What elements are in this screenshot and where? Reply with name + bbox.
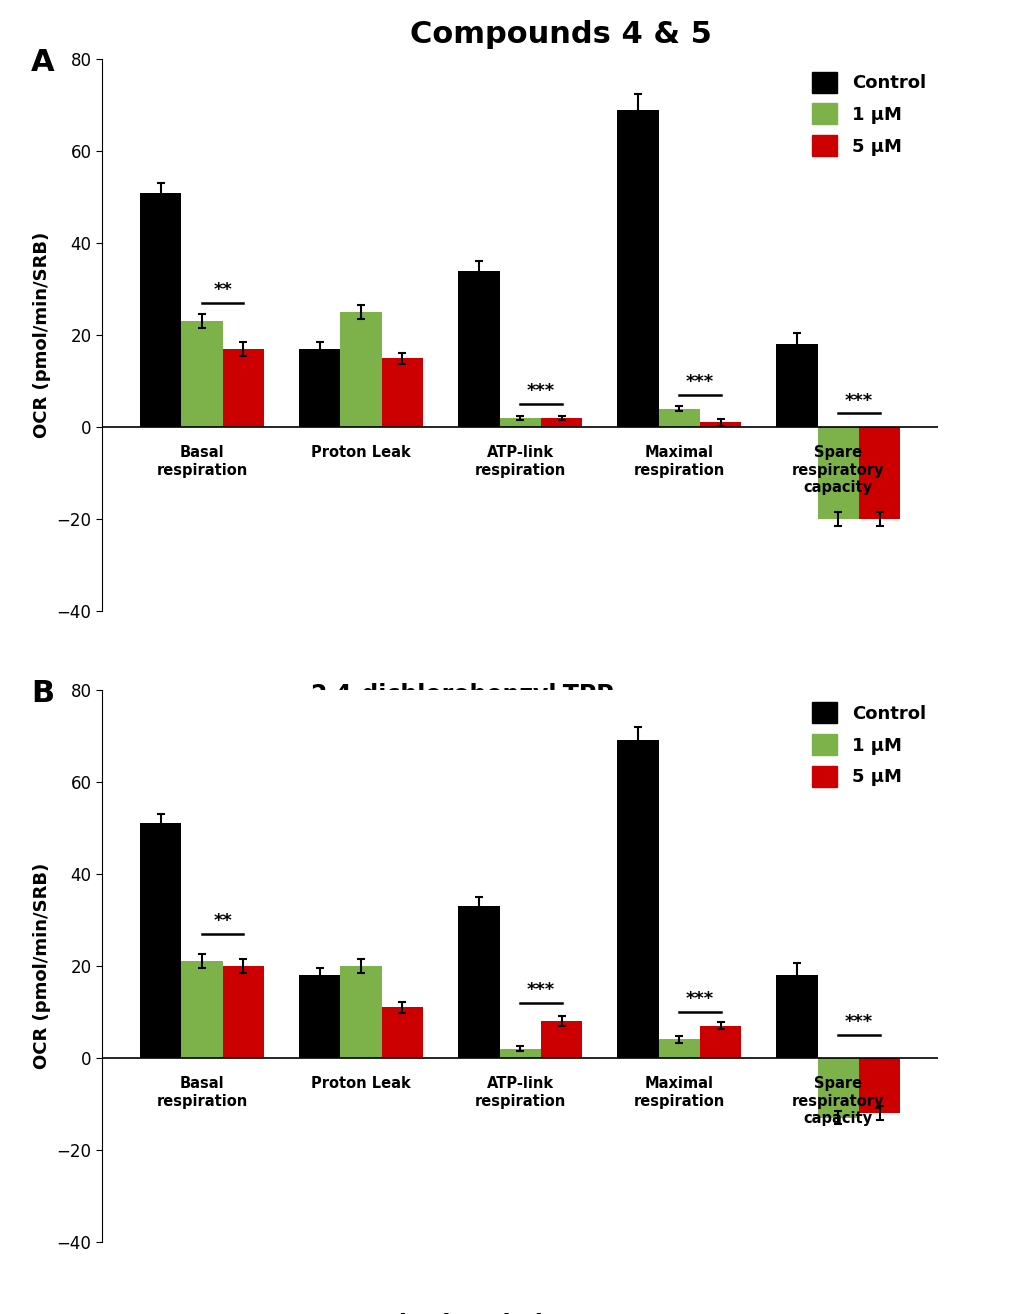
Bar [858, 427, 900, 519]
Bar [858, 1058, 900, 1113]
Bar [616, 109, 658, 427]
Text: Basal
respiration: Basal respiration [156, 1076, 248, 1109]
Text: **: ** [213, 912, 232, 930]
Bar [340, 966, 381, 1058]
Bar [499, 418, 540, 427]
Y-axis label: OCR (pmol/min/SRB): OCR (pmol/min/SRB) [33, 233, 51, 438]
Bar [140, 193, 181, 427]
Bar [540, 1021, 582, 1058]
Text: ATP-link
respiration: ATP-link respiration [474, 445, 566, 478]
Bar [222, 348, 264, 427]
Bar [775, 344, 817, 427]
Bar [140, 823, 181, 1058]
Text: Basal
respiration: Basal respiration [156, 445, 248, 478]
Text: ***: *** [844, 392, 872, 410]
Text: 2,4-dichlorobenzyl-TPP: 2,4-dichlorobenzyl-TPP [310, 683, 612, 707]
Text: ***: *** [685, 991, 713, 1008]
Bar [458, 271, 499, 427]
Bar [699, 423, 741, 427]
Bar [181, 321, 222, 427]
Bar [458, 907, 499, 1058]
Text: Spare
respiratory
capacity: Spare respiratory capacity [792, 445, 883, 495]
Legend: Control, 1 μM, 5 μM: Control, 1 μM, 5 μM [804, 695, 932, 794]
Bar [817, 427, 858, 519]
Text: ***: *** [526, 982, 554, 999]
Text: ***: *** [685, 373, 713, 392]
Text: Spare
respiratory
capacity: Spare respiratory capacity [792, 1076, 883, 1126]
Text: ***: *** [526, 382, 554, 401]
Text: B: B [31, 679, 54, 708]
Bar [775, 975, 817, 1058]
Bar [222, 966, 264, 1058]
Bar [540, 418, 582, 427]
Text: ***: *** [844, 1013, 872, 1031]
Text: Proton Leak: Proton Leak [311, 445, 411, 460]
Text: Compounds 4 & 5: Compounds 4 & 5 [410, 20, 711, 49]
Bar [699, 1026, 741, 1058]
Legend: Control, 1 μM, 5 μM: Control, 1 μM, 5 μM [804, 64, 932, 163]
Bar [340, 313, 381, 427]
Bar [181, 962, 222, 1058]
Bar [616, 741, 658, 1058]
Bar [658, 409, 699, 427]
Bar [299, 348, 340, 427]
Bar [499, 1049, 540, 1058]
Text: A: A [31, 49, 54, 78]
Bar [658, 1039, 699, 1058]
Text: ATP-link
respiration: ATP-link respiration [474, 1076, 566, 1109]
Bar [299, 975, 340, 1058]
Bar [817, 1058, 858, 1117]
Text: Proton Leak: Proton Leak [311, 1076, 411, 1091]
Text: Maximal
respiration: Maximal respiration [633, 445, 725, 478]
Y-axis label: OCR (pmol/min/SRB): OCR (pmol/min/SRB) [33, 863, 51, 1068]
Text: Maximal
respiration: Maximal respiration [633, 1076, 725, 1109]
Text: **: ** [213, 281, 232, 300]
Bar [381, 1008, 423, 1058]
Bar [381, 357, 423, 427]
